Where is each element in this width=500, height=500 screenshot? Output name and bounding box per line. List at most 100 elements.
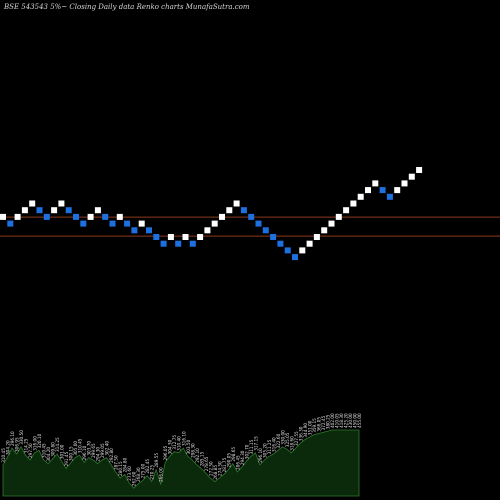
bottom-label: 292.80	[109, 448, 114, 463]
bottom-label: 298.30	[190, 443, 195, 458]
renko-brick-down	[153, 234, 160, 240]
renko-brick-up	[299, 247, 306, 254]
bottom-label: 310.40	[177, 436, 182, 451]
reference-lines	[0, 216, 500, 237]
renko-brick-up	[233, 200, 240, 207]
renko-brick-up	[14, 213, 21, 220]
chart-title: BSE 543543 5%~ Closing Daily data Renko …	[4, 3, 250, 11]
bottom-label: 311.15	[249, 439, 254, 454]
renko-brick-down	[146, 227, 152, 234]
renko-brick-up	[204, 227, 211, 234]
renko-brick-down	[248, 213, 255, 220]
renko-brick-down	[109, 220, 116, 227]
bottom-label: 287.50	[114, 455, 119, 470]
renko-brick-up	[51, 207, 58, 214]
bottom-label: 300.15	[69, 446, 74, 461]
renko-brick-down	[124, 220, 131, 227]
bottom-label: 275.00	[141, 463, 146, 478]
bottom-label: 303.50	[186, 439, 191, 454]
bottom-label: 304.20	[46, 447, 51, 462]
renko-brick-up	[335, 213, 342, 220]
bottom-label: 273.60	[127, 466, 132, 481]
bottom-label: 294.30	[240, 450, 245, 465]
bottom-label: 281.75	[222, 457, 227, 472]
renko-brick-down	[189, 240, 196, 247]
bottom-label: 314.25	[55, 437, 60, 452]
bottom-label: 366.05	[316, 417, 321, 432]
bottom-label: 272.50	[208, 461, 213, 476]
bottom-label: 282.45	[145, 459, 150, 474]
renko-brick-up	[116, 213, 123, 220]
renko-brick-up	[408, 173, 415, 180]
bottom-label: 305.00	[73, 441, 78, 456]
bottom-label: 316.10	[181, 431, 186, 446]
bottom-label: 286.45	[235, 455, 240, 470]
renko-brick-down	[386, 193, 393, 200]
renko-brick-up	[87, 213, 94, 220]
bottom-label: 302.70	[244, 444, 249, 459]
renko-brick-up	[401, 180, 408, 187]
bottom-label: 425.20	[344, 413, 349, 428]
bottom-label: 330.50	[19, 430, 24, 445]
bottom-label: 304.30	[168, 439, 173, 454]
renko-brick-down	[160, 240, 167, 247]
renko-brick-down	[262, 227, 269, 234]
bottom-label: 327.55	[294, 431, 299, 446]
renko-brick-up	[313, 234, 320, 240]
renko-brick-up	[226, 207, 233, 214]
bottom-label: 299.05	[100, 443, 105, 458]
renko-brick-up	[343, 207, 350, 214]
renko-brick-up	[182, 234, 189, 240]
bottom-label: 289.55	[154, 453, 159, 468]
renko-brick-up	[321, 227, 328, 234]
bottom-label: 266.00	[159, 467, 164, 482]
renko-brick-down	[240, 207, 247, 214]
bottom-label: 318.60	[289, 436, 294, 451]
bottom-label: 455.00	[357, 413, 362, 428]
renko-brick-up	[306, 240, 313, 247]
bottom-label: 284.80	[123, 457, 128, 472]
bottom-label: 299.65	[91, 443, 96, 458]
bottom-label: 311.25	[267, 439, 272, 454]
renko-brick-down	[292, 254, 298, 261]
renko-brick-up	[328, 220, 335, 227]
bottom-label: 285.15	[199, 451, 204, 466]
bottom-label: 274.50	[217, 461, 222, 476]
renko-brick-up	[29, 200, 36, 207]
bottom-label: 410.05	[335, 413, 340, 428]
renko-brick-down	[102, 213, 109, 220]
renko-brick-down	[277, 240, 284, 247]
bottom-label: 418.30	[339, 413, 344, 428]
bottom-label: 294.30	[96, 447, 101, 462]
bottom-label: 310.45	[1, 448, 6, 463]
bottom-label: 292.10	[195, 448, 200, 463]
bottom-label: 298.65	[231, 447, 236, 462]
bottom-label: 270.25	[150, 465, 155, 480]
volume-panel	[2, 429, 360, 497]
renko-brick-up	[357, 193, 364, 200]
renko-brick-up	[394, 187, 401, 194]
bottom-label: 301.00	[60, 444, 65, 459]
bottom-label: 312.75	[172, 435, 177, 450]
renko-brick-up	[0, 213, 6, 220]
renko-brick-up	[58, 200, 65, 207]
renko-brick-down	[379, 187, 386, 194]
bottom-label: 304.20	[6, 440, 11, 455]
bottom-label: 280.15	[118, 461, 123, 476]
renko-brick-down	[270, 234, 277, 240]
bottom-label: 310.45	[42, 443, 47, 458]
renko-brick-down	[65, 207, 72, 214]
renko-brick-up	[365, 187, 371, 194]
bottom-label: 336.30	[298, 426, 303, 441]
renko-brick-down	[36, 207, 43, 214]
renko-brick-up	[167, 234, 174, 240]
renko-brick-down	[80, 220, 87, 227]
bottom-label: 296.10	[82, 445, 87, 460]
bottom-label: 296.05	[163, 445, 168, 460]
renko-brick-up	[21, 207, 28, 214]
bottom-label: 380.25	[326, 414, 331, 429]
bottom-label: 372.45	[321, 415, 326, 430]
bottom-label: 278.65	[204, 456, 209, 471]
